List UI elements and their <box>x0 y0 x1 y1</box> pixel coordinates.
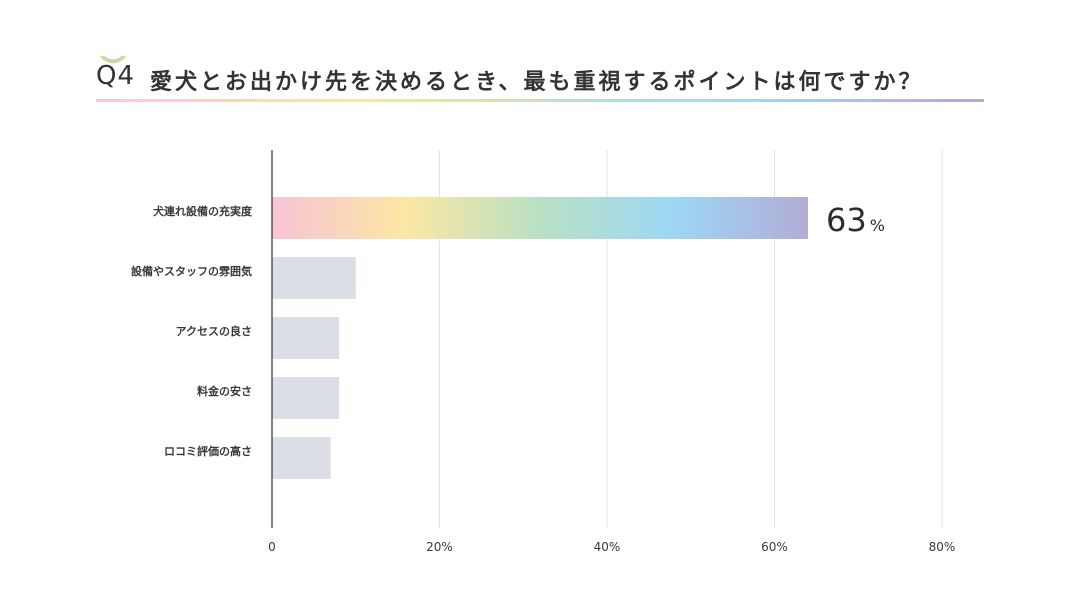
question-title: 愛犬とお出かけ先を決めるとき、最も重視するポイントは何ですか？ <box>150 70 924 95</box>
category-label: ロコミ評価の高さ <box>164 444 252 458</box>
bar-4 <box>272 377 339 419</box>
category-label: 犬連れ設備の充実度 <box>153 204 253 218</box>
category-label: 料金の安さ <box>197 384 252 398</box>
question-header: Q4 愛犬とお出かけ先を決めるとき、最も重視するポイントは何ですか？ <box>96 55 984 105</box>
x-tick-label: 80% <box>929 540 956 554</box>
x-tick-label: 20% <box>426 540 453 554</box>
rainbow-arc-icon <box>100 55 126 64</box>
category-label: アクセスの良さ <box>176 324 252 338</box>
data-label-value: 63 <box>826 201 867 239</box>
bar-5 <box>272 437 331 479</box>
x-axis-tick-labels: 0 20% 40% 60% 80% <box>268 540 955 554</box>
bar-3 <box>272 317 339 359</box>
x-tick-label: 40% <box>594 540 621 554</box>
data-labels: 63% <box>826 201 885 239</box>
x-tick-label: 60% <box>761 540 788 554</box>
title-underline <box>96 99 984 102</box>
bars <box>272 197 808 479</box>
bar-2 <box>272 257 356 299</box>
data-label-unit: % <box>870 216 885 235</box>
question-number: Q4 <box>96 61 136 91</box>
bar-1 <box>272 197 808 239</box>
category-label: 設備やスタッフの雰囲気 <box>131 264 252 278</box>
data-label: 63% <box>826 201 885 239</box>
x-tick-label: 0 <box>268 540 276 554</box>
